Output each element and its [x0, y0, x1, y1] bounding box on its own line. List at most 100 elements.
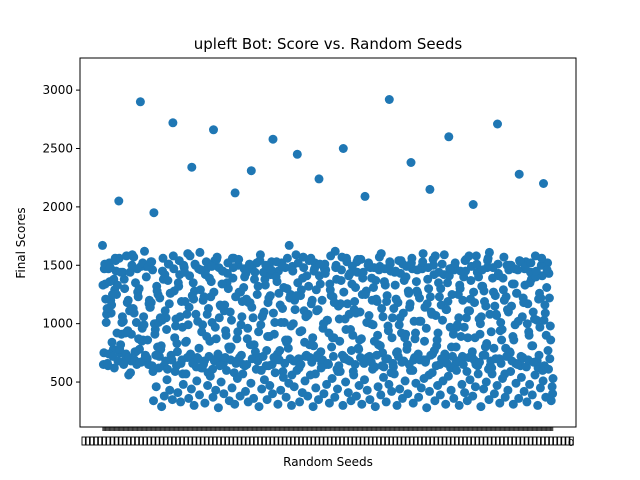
data-point — [231, 358, 241, 368]
data-point — [338, 400, 348, 410]
data-point — [462, 367, 472, 376]
data-point — [512, 288, 522, 298]
data-point — [338, 144, 348, 153]
data-point — [300, 376, 310, 386]
data-point — [233, 327, 243, 337]
data-point — [98, 240, 107, 250]
data-point — [281, 392, 291, 402]
x-tick-label-glyph — [487, 436, 492, 446]
data-point — [533, 400, 543, 410]
x-tick-label-glyph — [491, 436, 496, 446]
plot-frame — [79, 57, 577, 428]
data-point — [291, 250, 301, 260]
data-point — [469, 287, 479, 297]
data-point — [335, 367, 345, 376]
data-point — [543, 346, 553, 355]
data-point — [129, 252, 139, 262]
data-point — [105, 263, 115, 273]
data-point — [488, 263, 498, 273]
data-point — [443, 371, 453, 381]
data-point — [461, 254, 471, 264]
data-point — [112, 328, 122, 338]
data-point — [173, 388, 183, 398]
x-tick-label-glyph — [372, 436, 377, 446]
x-tick-label-glyph — [216, 436, 222, 446]
data-point — [392, 400, 402, 410]
x-tick-label-glyph — [253, 436, 259, 446]
data-point — [429, 260, 438, 270]
data-point — [291, 291, 301, 301]
x-tick-label-glyph — [458, 436, 464, 446]
x-tick-label-glyph — [507, 436, 513, 446]
x-tick-label-glyph — [229, 436, 234, 446]
x-tick-label-glyph — [241, 436, 246, 446]
chart-title: upleft Bot: Score vs. Random Seeds — [194, 35, 463, 53]
data-point — [454, 313, 464, 323]
data-point — [165, 385, 175, 395]
data-point — [420, 357, 430, 367]
data-point — [149, 208, 159, 218]
data-point — [139, 320, 149, 330]
x-tick-label-glyph — [335, 436, 341, 446]
data-point — [256, 320, 266, 330]
data-point — [258, 351, 268, 361]
data-point — [427, 309, 437, 319]
data-point — [398, 308, 408, 318]
data-point — [381, 397, 391, 407]
data-point — [191, 309, 201, 319]
data-point — [131, 347, 141, 357]
data-point — [483, 256, 493, 266]
data-point — [263, 298, 273, 308]
x-tick-label-glyph — [548, 436, 554, 446]
data-point — [527, 341, 537, 351]
data-point — [407, 253, 417, 263]
data-point — [414, 392, 424, 402]
x-tick-label-glyph — [110, 436, 115, 446]
data-point — [360, 290, 370, 299]
x-tick-label-glyph — [89, 436, 95, 446]
data-point — [420, 302, 430, 312]
data-point — [327, 342, 337, 352]
data-point — [286, 321, 296, 331]
data-point — [416, 383, 426, 393]
data-point — [250, 347, 260, 357]
data-point — [501, 292, 511, 302]
data-point — [531, 266, 541, 276]
x-tick-label-glyph — [179, 436, 185, 446]
data-point — [170, 367, 180, 376]
data-point — [196, 265, 206, 275]
data-point — [325, 285, 335, 295]
data-point — [259, 307, 269, 317]
data-point — [457, 379, 467, 389]
x-tick-label-glyph — [302, 436, 308, 446]
data-point — [470, 333, 480, 343]
data-point — [383, 326, 393, 336]
data-point — [322, 379, 332, 389]
data-point — [388, 313, 397, 323]
data-point — [230, 399, 240, 409]
data-point — [365, 395, 375, 405]
y-tick-label: 2000 — [42, 200, 73, 214]
data-point — [415, 293, 424, 303]
data-point — [519, 298, 529, 308]
data-point — [403, 389, 413, 399]
y-tick-label: 2500 — [42, 141, 73, 155]
data-point — [249, 393, 259, 403]
data-point — [480, 342, 490, 352]
data-point — [341, 377, 351, 387]
data-point — [306, 299, 316, 309]
data-point — [245, 259, 254, 269]
data-point — [197, 327, 207, 337]
data-point — [273, 399, 283, 409]
data-point — [203, 381, 213, 390]
data-point — [319, 389, 329, 399]
data-point — [98, 280, 108, 290]
x-tick-label-glyph — [85, 436, 90, 446]
data-point — [434, 278, 443, 288]
data-point — [477, 265, 487, 275]
data-point — [290, 305, 300, 315]
data-point — [425, 184, 435, 194]
data-point — [166, 288, 176, 298]
data-point — [241, 386, 250, 396]
x-tick-label-glyph — [512, 436, 517, 446]
